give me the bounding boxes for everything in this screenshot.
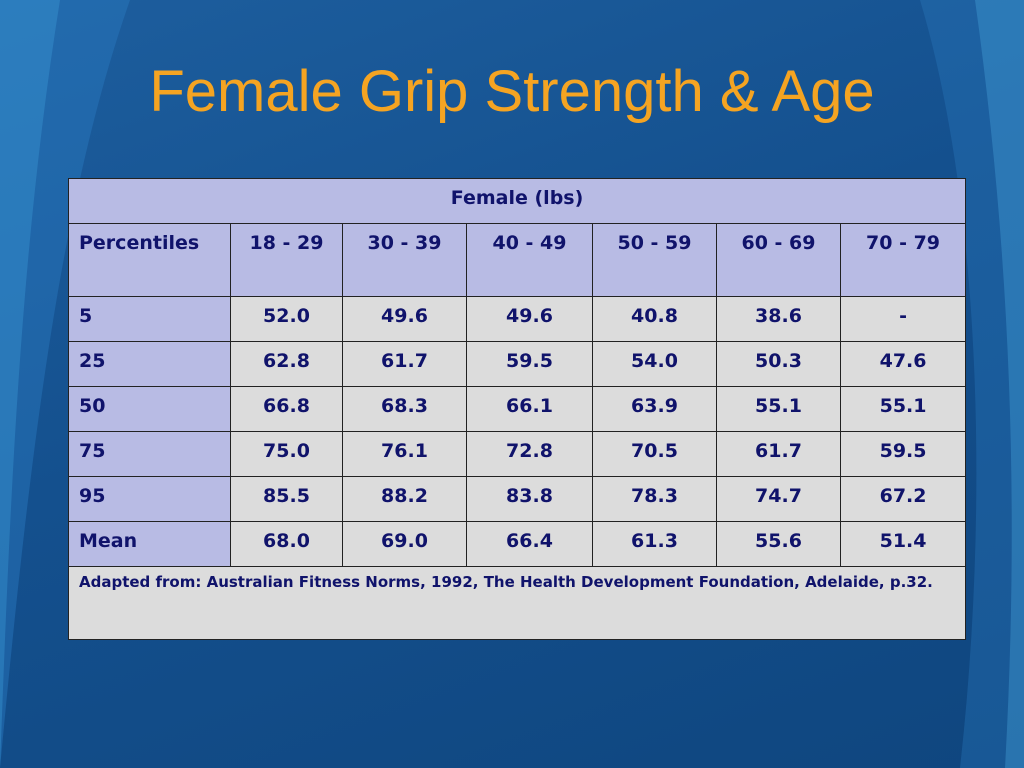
column-header: 70 - 79 [839,223,967,297]
table-row: 25 62.8 61.7 59.5 54.0 50.3 47.6 [68,341,967,387]
grip-strength-table: Female (lbs) Percentiles 18 - 29 30 - 39… [67,178,967,640]
table-cell: 74.7 [716,476,841,522]
row-label: 25 [68,341,231,387]
table-cell: 61.7 [342,341,467,387]
row-label: 5 [68,296,231,342]
table-cell: 62.8 [230,341,343,387]
slide-title: Female Grip Strength & Age [149,59,875,124]
table-cell: 49.6 [342,296,467,342]
table-row: 50 66.8 68.3 66.1 63.9 55.1 55.1 [68,386,967,432]
column-header: Percentiles [68,223,231,297]
table-cell: 70.5 [592,431,717,477]
table-cell: 51.4 [839,521,967,567]
table-cell: 66.1 [466,386,593,432]
table-cell: 67.2 [839,476,967,522]
table-cell: 59.5 [466,341,593,387]
table-cell: 68.0 [230,521,343,567]
table-cell: 54.0 [592,341,717,387]
column-header: 60 - 69 [716,223,841,297]
table-cell: 52.0 [230,296,343,342]
table-row: Mean 68.0 69.0 66.4 61.3 55.6 51.4 [68,521,967,567]
table-row: 5 52.0 49.6 49.6 40.8 38.6 - [68,296,967,342]
table-cell: 66.8 [230,386,343,432]
table-cell: 55.6 [716,521,841,567]
table-cell: 76.1 [342,431,467,477]
table-cell: 83.8 [466,476,593,522]
row-label: 95 [68,476,231,522]
table-row: 75 75.0 76.1 72.8 70.5 61.7 59.5 [68,431,967,477]
table-header: Female (lbs) [67,178,967,224]
table-cell: 55.1 [839,386,967,432]
column-header: 50 - 59 [592,223,717,297]
footnote-text: Adapted from: Australian Fitness Norms, … [79,573,933,591]
table-cell: 47.6 [839,341,967,387]
source-footnote: Adapted from: Australian Fitness Norms, … [67,566,967,640]
table-cell: 66.4 [466,521,593,567]
column-header-row: Percentiles 18 - 29 30 - 39 40 - 49 50 -… [68,223,967,297]
column-header: 40 - 49 [466,223,593,297]
table-cell: 55.1 [716,386,841,432]
table-cell: 69.0 [342,521,467,567]
table-cell: 88.2 [342,476,467,522]
table-cell: 68.3 [342,386,467,432]
row-label: Mean [68,521,231,567]
table-cell: 63.9 [592,386,717,432]
table-cell: 50.3 [716,341,841,387]
table-cell: 59.5 [839,431,967,477]
table-cell: 40.8 [592,296,717,342]
table-cell: 61.7 [716,431,841,477]
table-cell: 78.3 [592,476,717,522]
table-row: 95 85.5 88.2 83.8 78.3 74.7 67.2 [68,476,967,522]
table-cell: 61.3 [592,521,717,567]
table-cell: 38.6 [716,296,841,342]
column-header: 18 - 29 [230,223,343,297]
row-label: 50 [68,386,231,432]
table-cell: 75.0 [230,431,343,477]
table-cell: 49.6 [466,296,593,342]
row-label: 75 [68,431,231,477]
column-header: 30 - 39 [342,223,467,297]
table-cell: 72.8 [466,431,593,477]
table-cell: - [839,296,967,342]
table-cell: 85.5 [230,476,343,522]
